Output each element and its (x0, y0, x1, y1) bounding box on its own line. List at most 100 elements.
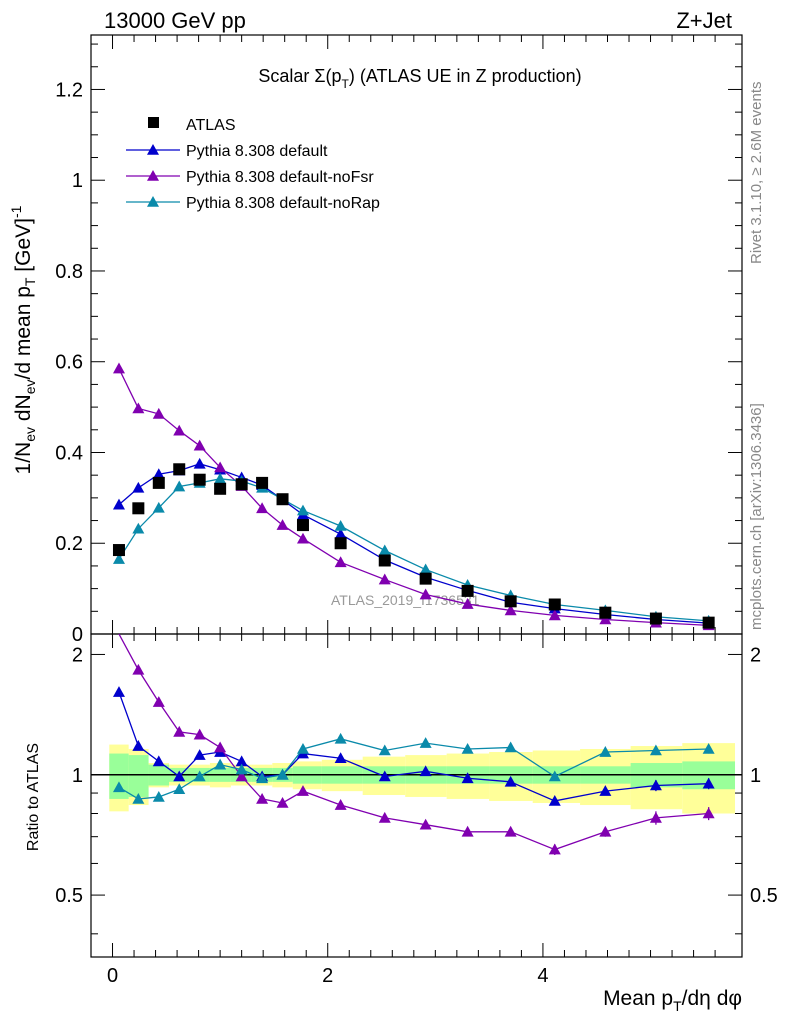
data-point-atlas (599, 606, 612, 619)
chart-title: Scalar Σ(pT) (ATLAS UE in Z production) (258, 66, 581, 91)
marker-nofsr (256, 502, 269, 514)
data-point-atlas (548, 598, 561, 611)
marker-nofsr (504, 604, 517, 616)
marker-nofsr (378, 573, 391, 585)
uncertainty-band-green (128, 755, 149, 797)
uncertainty-band-green (109, 753, 129, 799)
marker-norap (419, 563, 432, 575)
ratio-marker-nofsr (296, 785, 309, 796)
marker-norap (112, 553, 125, 564)
y-tick-label: 0.6 (55, 352, 83, 374)
rivet-version-label: Rivet 3.1.10, ≥ 2.6M events (748, 82, 765, 265)
ratio-marker-norap (214, 758, 227, 770)
ratio-plot-frame (90, 633, 743, 958)
legend-label-norap: Pythia 8.308 default-noRap (186, 195, 380, 212)
ratio-marker-default (152, 755, 165, 767)
marker-default (193, 457, 206, 469)
ratio-marker-nofsr (504, 825, 517, 837)
ratio-marker-nofsr (132, 663, 145, 675)
ratio-marker-default (193, 749, 206, 760)
marker-nofsr (334, 556, 347, 568)
ratio-marker-norap (193, 770, 206, 782)
data-point-atlas (649, 612, 662, 625)
data-point-atlas (256, 476, 269, 489)
ratio-marker-nofsr (334, 799, 347, 810)
title-part1: Scalar Σ(p (258, 66, 341, 86)
marker-nofsr (419, 588, 432, 600)
x-axis-label: Mean pT/dη dφ (603, 987, 742, 1014)
data-point-atlas (193, 473, 206, 486)
data-point-atlas (504, 595, 517, 608)
ratio-marker-default (504, 775, 517, 787)
y-tick-label: 0.8 (55, 261, 83, 283)
ratio-marker-nofsr (378, 811, 391, 823)
marker-norap (296, 504, 309, 516)
ratio-marker-norap (256, 772, 269, 784)
ratio-marker-norap (276, 768, 289, 780)
legend-label-nofsr: Pythia 8.308 default-noFsr (186, 169, 374, 186)
legend-marker-atlas (148, 117, 159, 128)
x-tick-label: 2 (322, 965, 333, 987)
data-point-atlas (214, 482, 227, 495)
marker-norap (214, 472, 227, 484)
data-point-atlas (276, 493, 289, 506)
marker-default (132, 481, 145, 493)
ratio-marker-nofsr (214, 741, 227, 753)
data-point-atlas (702, 616, 715, 629)
marker-nofsr (461, 598, 474, 609)
ratio-y-tick-label: 1 (72, 765, 83, 787)
data-point-atlas (112, 544, 125, 557)
ratio-marker-default (461, 772, 474, 784)
y-tick-label: 0.4 (55, 442, 83, 464)
legend-label-atlas: ATLAS (186, 117, 236, 134)
ratio-marker-default (419, 765, 432, 777)
marker-norap (378, 544, 391, 556)
ratio-marker-norap (378, 744, 391, 756)
marker-norap (132, 522, 145, 534)
legend-marker-default (147, 144, 159, 155)
y-axis-label: 1/Nev dNev/d mean pT [GeV]-1 (8, 205, 38, 474)
ratio-marker-norap (132, 792, 145, 804)
ratio-marker-norap (112, 781, 125, 793)
ratio-marker-default (378, 770, 391, 782)
ratio-marker-nofsr (256, 792, 269, 804)
marker-nofsr (296, 532, 309, 544)
legend-marker-norap (147, 196, 159, 207)
ratio-marker-nofsr (173, 725, 186, 737)
ratio-y-tick-label: 0.5 (55, 885, 83, 907)
ratio-marker-norap (504, 741, 517, 753)
marker-norap (173, 480, 186, 492)
ratio-marker-nofsr (152, 696, 165, 707)
y-tick-label: 1 (72, 170, 83, 192)
ratio-marker-default (235, 755, 248, 767)
y-tick-label: 1.2 (55, 79, 83, 101)
ratio-marker-nofsr (419, 818, 432, 830)
legend-label-default: Pythia 8.308 default (186, 143, 328, 160)
title-sub: T (342, 77, 350, 91)
marker-nofsr (276, 519, 289, 530)
marker-nofsr (132, 402, 145, 414)
ratio-marker-norap (152, 790, 165, 802)
ratio-marker-norap (461, 743, 474, 754)
data-point-atlas (296, 519, 309, 532)
marker-nofsr (214, 461, 227, 473)
data-point-atlas (152, 476, 165, 489)
x-tick-label: 4 (537, 965, 548, 987)
marker-nofsr (112, 362, 125, 374)
marker-default (334, 528, 347, 539)
marker-nofsr (152, 407, 165, 419)
title-part2: ) (ATLAS UE in Z production) (349, 66, 582, 86)
ratio-marker-norap (173, 783, 186, 795)
ratio-marker-nofsr (276, 796, 289, 808)
data-point-atlas (132, 502, 145, 515)
ratio-y-tick-label-right: 1 (750, 765, 761, 787)
ratio-marker-norap (419, 737, 432, 748)
ratio-marker-default (132, 740, 145, 751)
ratio-marker-nofsr (235, 770, 248, 782)
data-point-atlas (378, 554, 391, 567)
mcplots-label: mcplots.cern.ch [arXiv:1306.3436] (748, 403, 765, 630)
ratio-marker-default (112, 686, 125, 697)
ratio-marker-norap (235, 763, 248, 775)
x-tick-label: 0 (107, 965, 118, 987)
ratio-marker-default (334, 752, 347, 764)
